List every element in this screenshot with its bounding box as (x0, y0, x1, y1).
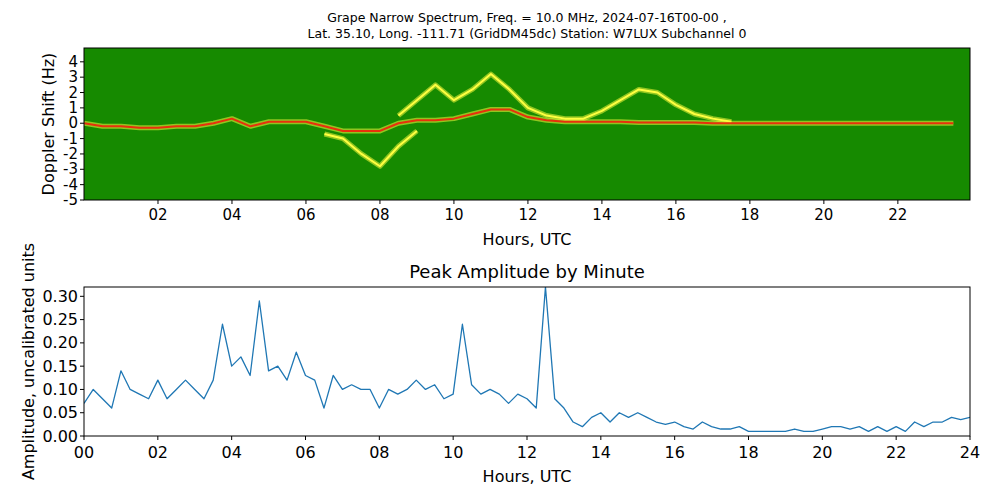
x-tick (305, 436, 306, 440)
data-group (84, 74, 953, 166)
x-tick-label: 02 (148, 443, 168, 462)
x-axis-title: Hours, UTC (483, 467, 572, 486)
x-tick-label: 00 (74, 443, 94, 462)
y-tick (80, 342, 84, 343)
x-tick (749, 200, 750, 204)
y-tick-label: 0.15 (42, 357, 78, 376)
x-axis-title: Hours, UTC (483, 230, 572, 249)
y-tick (80, 184, 84, 185)
x-tick-label: 20 (814, 206, 833, 224)
x-tick-label: 20 (812, 443, 832, 462)
x-tick-label: 10 (444, 206, 463, 224)
y-tick (80, 200, 84, 201)
y-tick-label: 0.25 (42, 310, 78, 329)
y-tick (80, 107, 84, 108)
x-tick (822, 436, 823, 440)
chart-title: Grape Narrow Spectrum, Freq. = 10.0 MHz,… (327, 10, 726, 25)
frame (84, 48, 970, 200)
y-tick (80, 296, 84, 297)
y-tick (80, 412, 84, 413)
y-axis-title: Amplitude, uncalibrated units (19, 243, 38, 480)
x-tick (600, 436, 601, 440)
y-tick (80, 92, 84, 93)
x-tick-label: 12 (517, 443, 537, 462)
x-tick (823, 200, 824, 204)
x-tick (527, 436, 528, 440)
y-tick-label: 0.00 (42, 427, 78, 446)
y-tick (80, 153, 84, 154)
trace-halo (324, 131, 416, 166)
data-group (84, 287, 970, 431)
y-tick (80, 169, 84, 170)
y-tick (80, 366, 84, 367)
x-tick-label: 10 (443, 443, 463, 462)
y-tick (80, 319, 84, 320)
x-tick-label: 14 (591, 443, 611, 462)
x-tick (601, 200, 602, 204)
y-tick (80, 77, 84, 78)
x-tick-label: 08 (370, 206, 389, 224)
x-tick-label: 24 (960, 443, 980, 462)
trace-halo (84, 109, 953, 131)
x-tick-label: 18 (740, 206, 759, 224)
y-tick-label: 0.05 (42, 403, 78, 422)
x-tick-label: 12 (518, 206, 537, 224)
y-tick-label: -5 (63, 191, 78, 209)
x-tick-label: 22 (886, 443, 906, 462)
x-tick (157, 436, 158, 440)
x-tick-label: 16 (664, 443, 684, 462)
x-tick (675, 200, 676, 204)
x-tick (674, 436, 675, 440)
x-tick (748, 436, 749, 440)
y-tick (80, 436, 84, 437)
series-line (84, 287, 970, 431)
x-tick-label: 04 (221, 443, 241, 462)
x-tick-label: 06 (295, 443, 315, 462)
x-tick (157, 200, 158, 204)
y-tick (80, 123, 84, 124)
chart: 00 02 04 06 08 10 12 14 16 18 20 22 24 0.00 0.05 0.10 0.… (19, 243, 981, 486)
series-line (324, 131, 416, 166)
chart-title: Peak Amplitude by Minute (409, 261, 645, 282)
x-tick (897, 200, 898, 204)
x-tick (305, 200, 306, 204)
x-tick (453, 200, 454, 204)
x-tick (896, 436, 897, 440)
x-tick-label: 22 (888, 206, 907, 224)
y-tick (80, 389, 84, 390)
x-tick (84, 436, 85, 440)
y-tick (80, 61, 84, 62)
x-tick (970, 436, 971, 440)
y-tick-label: 0.30 (42, 287, 78, 306)
y-axis-title: Doppler Shift (Hz) (39, 53, 58, 196)
x-tick-label: 08 (369, 443, 389, 462)
chart: 020406081012141618202243210-1-2-3-4-5Gra… (39, 10, 971, 249)
x-tick-label: 06 (296, 206, 315, 224)
series-line (398, 74, 731, 122)
x-tick-label: 14 (592, 206, 611, 224)
frame (84, 287, 970, 436)
series-line (84, 109, 953, 131)
x-tick-label: 04 (222, 206, 241, 224)
trace-halo (398, 74, 731, 122)
x-tick (231, 200, 232, 204)
page: 020406081012141618202243210-1-2-3-4-5Gra… (0, 0, 1000, 500)
x-tick-label: 16 (666, 206, 685, 224)
y-tick (80, 138, 84, 139)
plot-area (84, 287, 970, 436)
chart-subtitle: Lat. 35.10, Long. -111.71 (GridDM45dc) S… (308, 26, 747, 41)
y-tick-label: 0.10 (42, 380, 78, 399)
plot-area (84, 48, 970, 200)
x-tick (379, 200, 380, 204)
x-tick (231, 436, 232, 440)
x-tick (379, 436, 380, 440)
x-tick-label: 18 (738, 443, 758, 462)
y-tick-label: 0.20 (42, 333, 78, 352)
x-tick (453, 436, 454, 440)
x-tick (527, 200, 528, 204)
x-tick-label: 02 (148, 206, 167, 224)
